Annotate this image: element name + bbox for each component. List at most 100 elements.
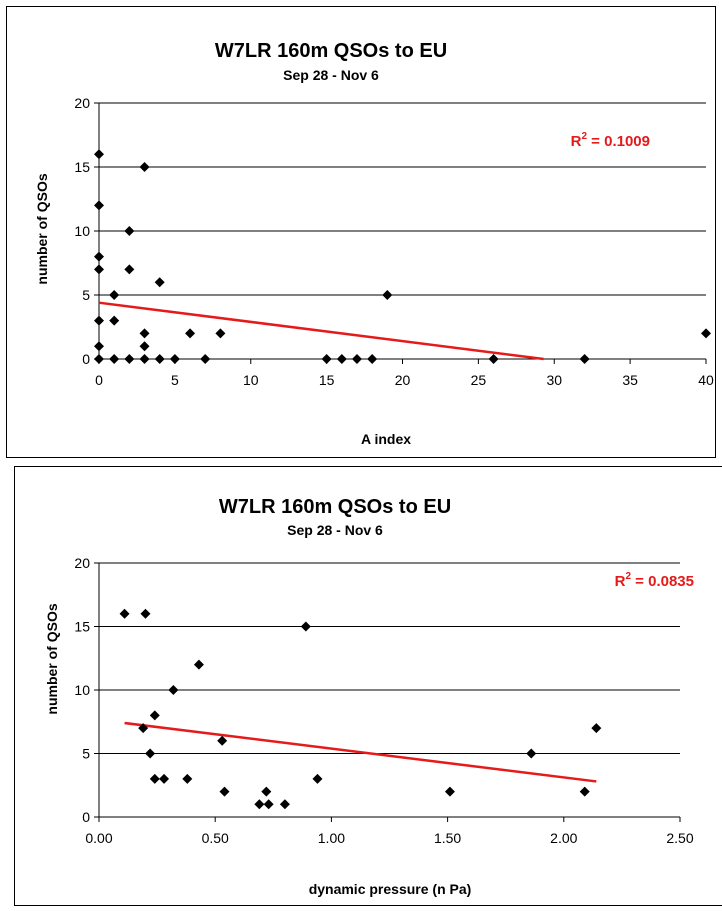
data-point <box>109 354 120 364</box>
y-tick-label: 10 <box>74 223 90 239</box>
data-point <box>579 354 590 364</box>
chart-title: W7LR 160m QSOs to EU <box>219 496 451 518</box>
data-point <box>124 226 135 236</box>
x-tick-label: 15 <box>319 372 335 388</box>
data-point <box>591 723 602 734</box>
data-point <box>217 735 228 746</box>
chart-panel-a-index: W7LR 160m QSOs to EU Sep 28 - Nov 6 A in… <box>6 6 716 458</box>
data-point <box>263 799 274 810</box>
scatter-chart-a-index: W7LR 160m QSOs to EU Sep 28 - Nov 6 A in… <box>34 40 714 447</box>
data-point <box>300 621 311 632</box>
data-point <box>109 315 120 326</box>
data-point <box>139 354 150 364</box>
data-point <box>138 723 149 734</box>
r-squared-symbol: R <box>615 573 626 590</box>
y-tick-label: 10 <box>74 682 90 698</box>
data-point <box>200 354 211 364</box>
y-axis-label: number of QSOs <box>34 173 50 284</box>
data-point <box>351 354 362 364</box>
x-axis-label: dynamic pressure (n Pa) <box>309 881 472 897</box>
x-tick-label: 1.00 <box>318 830 345 846</box>
x-tick-label: 25 <box>471 372 487 388</box>
data-point <box>119 608 130 619</box>
data-point <box>145 748 156 759</box>
y-tick-label: 20 <box>74 95 90 111</box>
x-tick-label: 1.50 <box>434 830 461 846</box>
chart-subtitle: Sep 28 - Nov 6 <box>287 522 383 538</box>
data-point <box>444 786 455 797</box>
data-point <box>139 162 150 172</box>
trendline <box>98 301 544 361</box>
data-point <box>149 773 160 784</box>
x-tick-label: 2.00 <box>550 830 577 846</box>
data-point <box>261 786 272 797</box>
r-squared-exponent: 2 <box>625 571 631 582</box>
data-point <box>94 200 104 211</box>
chart-subtitle: Sep 28 - Nov 6 <box>283 67 379 83</box>
x-tick-label: 0.50 <box>202 830 229 846</box>
data-point <box>94 341 104 352</box>
data-point <box>159 773 170 784</box>
y-tick-label: 5 <box>82 287 90 303</box>
data-point <box>219 786 230 797</box>
x-tick-label: 40 <box>698 372 714 388</box>
data-point <box>124 264 135 275</box>
data-point <box>169 354 180 364</box>
data-point <box>124 354 135 364</box>
plot-area: 0 5 10 15 20 0 5 10 15 20 25 30 35 40 <box>74 95 714 388</box>
chart-panel-dynamic-pressure: W7LR 160m QSOs to EU Sep 28 - Nov 6 dyna… <box>14 466 722 906</box>
data-point <box>367 354 378 364</box>
data-point <box>139 341 150 352</box>
r-squared-value: = 0.1009 <box>587 133 650 150</box>
x-tick-label: 30 <box>546 372 562 388</box>
data-point <box>139 328 150 339</box>
y-tick-label: 15 <box>74 159 90 175</box>
y-tick-label: 20 <box>74 555 90 571</box>
data-point <box>149 710 160 721</box>
scatter-chart-dynamic-pressure: W7LR 160m QSOs to EU Sep 28 - Nov 6 dyna… <box>44 496 694 897</box>
data-point <box>168 685 179 695</box>
y-tick-label: 15 <box>74 619 90 635</box>
plot-area: 0 5 10 15 20 0.00 0.50 1.00 1.50 2.00 2.50 <box>74 555 693 846</box>
data-point <box>94 354 104 364</box>
y-tick-label: 0 <box>82 809 90 825</box>
x-tick-label: 2.50 <box>666 830 693 846</box>
data-point <box>154 354 165 364</box>
data-point <box>382 290 393 300</box>
x-tick-label: 35 <box>622 372 638 388</box>
x-tick-label: 0.00 <box>85 830 112 846</box>
data-point <box>336 354 347 364</box>
chart-title: W7LR 160m QSOs to EU <box>215 40 447 62</box>
data-point <box>94 149 104 160</box>
x-tick-label: 0 <box>95 372 103 388</box>
data-point <box>182 773 193 784</box>
x-tick-label: 10 <box>243 372 259 388</box>
r-squared-value: = 0.0835 <box>631 573 694 590</box>
data-point <box>254 799 265 810</box>
trendline <box>124 721 597 783</box>
data-point <box>215 328 226 339</box>
r-squared-symbol: R <box>571 133 582 150</box>
data-point <box>185 328 196 339</box>
r-squared-label: R2 = 0.0835 <box>615 571 694 590</box>
data-point <box>701 328 711 339</box>
r-squared-label: R2 = 0.1009 <box>571 131 650 150</box>
data-point <box>579 786 590 797</box>
y-tick-label: 5 <box>82 746 90 762</box>
data-point <box>109 290 120 300</box>
data-point <box>154 277 165 288</box>
data-point <box>94 251 104 262</box>
data-point <box>279 799 290 810</box>
data-point <box>94 315 104 326</box>
y-axis-label: number of QSOs <box>44 603 60 714</box>
data-point <box>321 354 332 364</box>
r-squared-exponent: 2 <box>581 131 587 142</box>
data-point <box>140 608 151 619</box>
data-point <box>526 748 537 759</box>
x-tick-label: 5 <box>171 372 179 388</box>
y-tick-label: 0 <box>82 351 90 367</box>
data-point <box>94 264 104 275</box>
data-point <box>488 354 499 364</box>
data-point <box>193 659 204 670</box>
x-axis-label: A index <box>361 431 411 447</box>
